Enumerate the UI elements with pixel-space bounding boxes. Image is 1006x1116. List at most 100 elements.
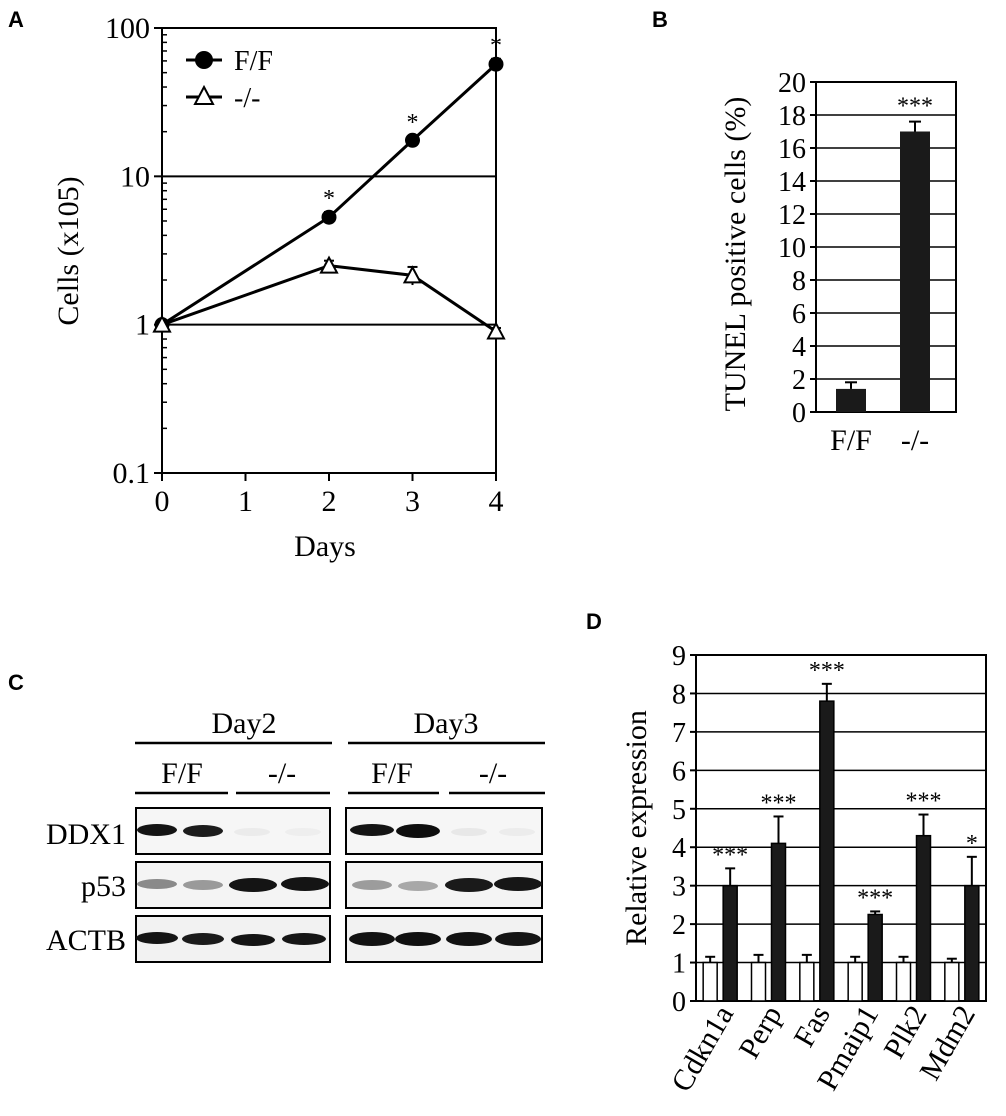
band-p53-2 <box>183 880 223 890</box>
chart-a-significance: * <box>407 110 419 136</box>
blot-group-day2: Day2 <box>212 707 277 740</box>
band-p53-8 <box>494 877 542 891</box>
chart-d-category-label: Perp <box>732 1000 788 1064</box>
chart-b-y-tick-label: 6 <box>792 299 806 330</box>
chart-b-y-tick-label: 18 <box>778 101 806 132</box>
western-blot: Day2 Day3 F/F -/- F/F -/- DDX1 p53 ACTB <box>46 707 545 963</box>
band-ddx1-8 <box>499 828 535 836</box>
chart-d-significance: * <box>966 831 978 857</box>
chart-a-x-tick-label: 4 <box>489 485 504 518</box>
chart-d-y-tick-label: 7 <box>672 718 686 749</box>
band-ddx1-3 <box>234 828 270 836</box>
panel-label-c: C <box>8 670 24 695</box>
panel-label-d: D <box>586 609 602 634</box>
chart-b-category-label: -/- <box>901 424 929 457</box>
band-p53-7 <box>445 878 493 892</box>
blot-group-day3: Day3 <box>414 707 479 740</box>
chart-b-y-tick-label: 10 <box>778 233 806 264</box>
chart-b-bar <box>900 131 930 412</box>
chart-a-grid <box>162 175 496 326</box>
band-ddx1-7 <box>451 828 487 836</box>
chart-a-y-tick-label: 0.1 <box>113 457 151 490</box>
chart-b-y-tick-label: 0 <box>792 398 806 429</box>
band-p53-1 <box>137 879 177 889</box>
chart-d-bar-open <box>895 961 912 1002</box>
band-ddx1-2 <box>183 825 223 837</box>
band-actb-3 <box>231 934 275 946</box>
chart-b-grid <box>816 114 956 380</box>
chart-b-y-tick-label: 20 <box>778 68 806 99</box>
chart-a-y-tick-label: 1 <box>135 309 150 342</box>
band-p53-6 <box>398 881 438 891</box>
chart-d-y-tick-label: 9 <box>672 641 686 672</box>
chart-d-bars: ***Cdkn1a***Perp***Fas***Pmaip1***Plk2*M… <box>665 658 982 1097</box>
chart-d-bar-filled <box>819 700 835 1002</box>
chart-a-y-ticks: 0.1 1 10 100 <box>105 12 167 490</box>
chart-a-significance: * <box>323 186 335 212</box>
legend-marker-ko <box>193 84 215 105</box>
chart-b-bar <box>836 388 866 412</box>
chart-b-y-tick-label: 2 <box>792 365 806 396</box>
chart-a-xlabel: Days <box>294 530 356 563</box>
chart-a-x-tick-label: 0 <box>155 485 170 518</box>
chart-a-y-tick-label: 100 <box>105 12 150 45</box>
chart-d-significance: *** <box>906 789 942 815</box>
chart-d-y-tick-label: 4 <box>672 833 686 864</box>
chart-b-bars: F/F *** -/- <box>830 94 933 457</box>
band-p53-5 <box>352 880 392 890</box>
chart-d-bar-filled <box>964 884 980 1002</box>
chart-d-significance: *** <box>809 658 845 684</box>
band-actb-2 <box>182 933 224 945</box>
chart-a-x-tick-label: 1 <box>238 485 253 518</box>
chart-a-line-1 <box>161 264 497 333</box>
chart-b-significance: *** <box>897 94 933 120</box>
chart-a-point-ko <box>402 265 423 284</box>
chart-d-bar-filled <box>915 834 932 1002</box>
chart-d-bar-open <box>944 961 960 1002</box>
chart-a-series: * * * <box>152 33 506 340</box>
chart-b-y-tick-label: 8 <box>792 266 806 297</box>
blot-genotype-day3-ko: -/- <box>479 757 507 790</box>
chart-a: 0.1 1 1 0 100 0 1 2 3 4 * * * Days Cells (x105) F/… <box>52 12 506 563</box>
legend-marker-ff <box>195 51 213 69</box>
blot-row-label-p53: p53 <box>81 870 126 903</box>
chart-d-category-label: Fas <box>787 1000 836 1053</box>
chart-a-x-tick-label: 2 <box>322 485 337 518</box>
band-actb-8 <box>495 932 541 946</box>
blot-row-label-ddx1: DDX1 <box>46 818 126 851</box>
band-ddx1-4 <box>285 828 321 836</box>
chart-d-y-tick-label: 6 <box>672 756 686 787</box>
chart-b-y-tick-label: 16 <box>778 134 806 165</box>
blot-row-label-actb: ACTB <box>46 924 126 957</box>
chart-b-ylabel: TUNEL positive cells (%) <box>719 97 752 412</box>
chart-d-bar-filled <box>770 842 787 1002</box>
band-p53-3 <box>229 878 277 892</box>
chart-a-x-ticks: 0 1 2 3 4 <box>155 473 504 518</box>
chart-a-point-ko <box>152 314 172 333</box>
chart-a-x-tick-label: 3 <box>405 485 420 518</box>
chart-d-ylabel: Relative expression <box>620 710 653 946</box>
chart-b-category-label: F/F <box>830 424 872 457</box>
band-actb-6 <box>395 932 441 946</box>
band-ddx1-1 <box>137 824 177 836</box>
chart-d-bar-open <box>847 961 863 1002</box>
chart-d-significance: *** <box>712 842 748 868</box>
band-actb-4 <box>282 933 326 945</box>
chart-d-grid <box>696 692 986 964</box>
band-ddx1-6 <box>396 824 440 838</box>
chart-a-significance: * <box>490 33 502 59</box>
blot-genotype-day2-ko: -/- <box>268 757 296 790</box>
chart-d-bar-filled <box>867 913 883 1002</box>
chart-d-frame <box>695 654 987 1002</box>
chart-a-legend: F/F -/- <box>186 46 273 114</box>
chart-b-y-tick-label: 12 <box>778 200 806 231</box>
blot-genotype-day3-ff: F/F <box>371 757 413 790</box>
chart-d-y-tick-label: 5 <box>672 795 686 826</box>
chart-d-bar-open <box>750 961 767 1002</box>
chart-a-ylabel: Cells (x105) <box>52 176 85 325</box>
chart-d-bar-open <box>702 961 718 1002</box>
